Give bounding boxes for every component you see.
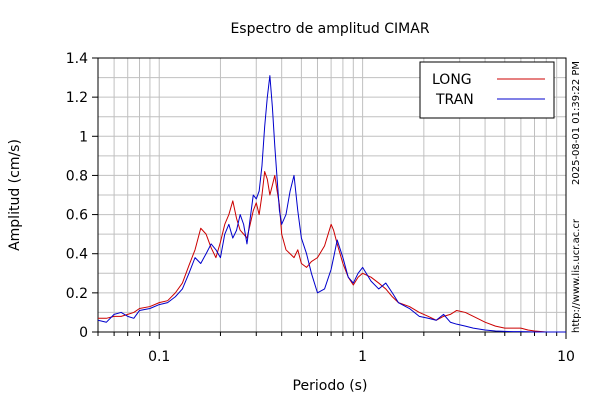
y-tick-label: 0.8 <box>66 168 88 184</box>
x-tick-label: 0.1 <box>148 349 170 365</box>
series-lines <box>97 75 566 333</box>
y-tick-label: 0 <box>79 325 88 341</box>
legend-label-tran: TRAN <box>435 92 474 108</box>
y-tick-label: 0.2 <box>66 286 88 302</box>
x-axis-label: Periodo (s) <box>293 378 368 394</box>
plot-frame <box>97 57 567 333</box>
y-tick-label: 1 <box>79 129 88 145</box>
legend: LONG TRAN <box>419 61 555 119</box>
x-tick-label: 10 <box>557 349 575 365</box>
series-line-long <box>98 171 566 333</box>
timestamp-text: 2025-08-01 01:39:22 PM <box>571 61 582 185</box>
x-tick-label: 1 <box>358 349 367 365</box>
series-line-tran <box>97 75 566 333</box>
y-tick-label: 1.4 <box>66 51 88 67</box>
legend-box <box>419 61 555 119</box>
y-tick-label: 0.6 <box>66 208 88 224</box>
source-url-text: http://www.lis.ucr.ac.cr <box>571 218 582 333</box>
axes: 0 0.2 0.4 0.6 0.8 1 1.2 1.4 0.1 1 10 <box>66 51 575 365</box>
legend-label-long: LONG <box>432 72 472 88</box>
chart-title: Espectro de amplitud CIMAR <box>230 21 429 37</box>
y-tick-label: 0.4 <box>66 247 88 263</box>
y-axis-label: Amplitud (cm/s) <box>7 139 23 251</box>
y-tick-label: 1.2 <box>66 90 88 106</box>
